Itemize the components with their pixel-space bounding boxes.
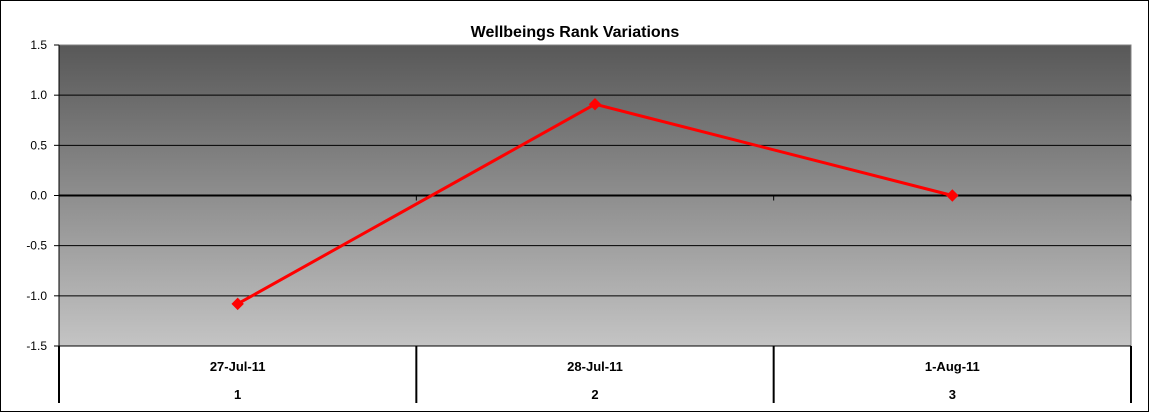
data-point-marker — [588, 97, 602, 111]
y-tick-label: -0.5 — [26, 239, 47, 253]
y-tick-label: -1.5 — [26, 339, 47, 353]
category-label: 28-Jul-11 — [567, 359, 623, 374]
chart-title: Wellbeings Rank Variations — [471, 24, 680, 41]
category-label: 1-Aug-11 — [925, 359, 980, 374]
y-tick-label: 1.5 — [30, 38, 47, 52]
category-label: 27-Jul-11 — [210, 359, 266, 374]
data-point-marker — [946, 189, 959, 202]
gridlines — [59, 94, 1131, 297]
data-point-marker — [231, 297, 244, 311]
y-tick-label: 0.0 — [30, 189, 47, 203]
category-index-label: 2 — [591, 387, 598, 402]
y-tick-label: 0.5 — [30, 138, 47, 152]
category-index-label: 1 — [234, 387, 241, 402]
y-tick-label: -1.0 — [26, 289, 47, 303]
series-layer — [231, 97, 959, 311]
y-tick-label: 1.0 — [30, 88, 47, 102]
category-index-label: 3 — [949, 387, 956, 402]
